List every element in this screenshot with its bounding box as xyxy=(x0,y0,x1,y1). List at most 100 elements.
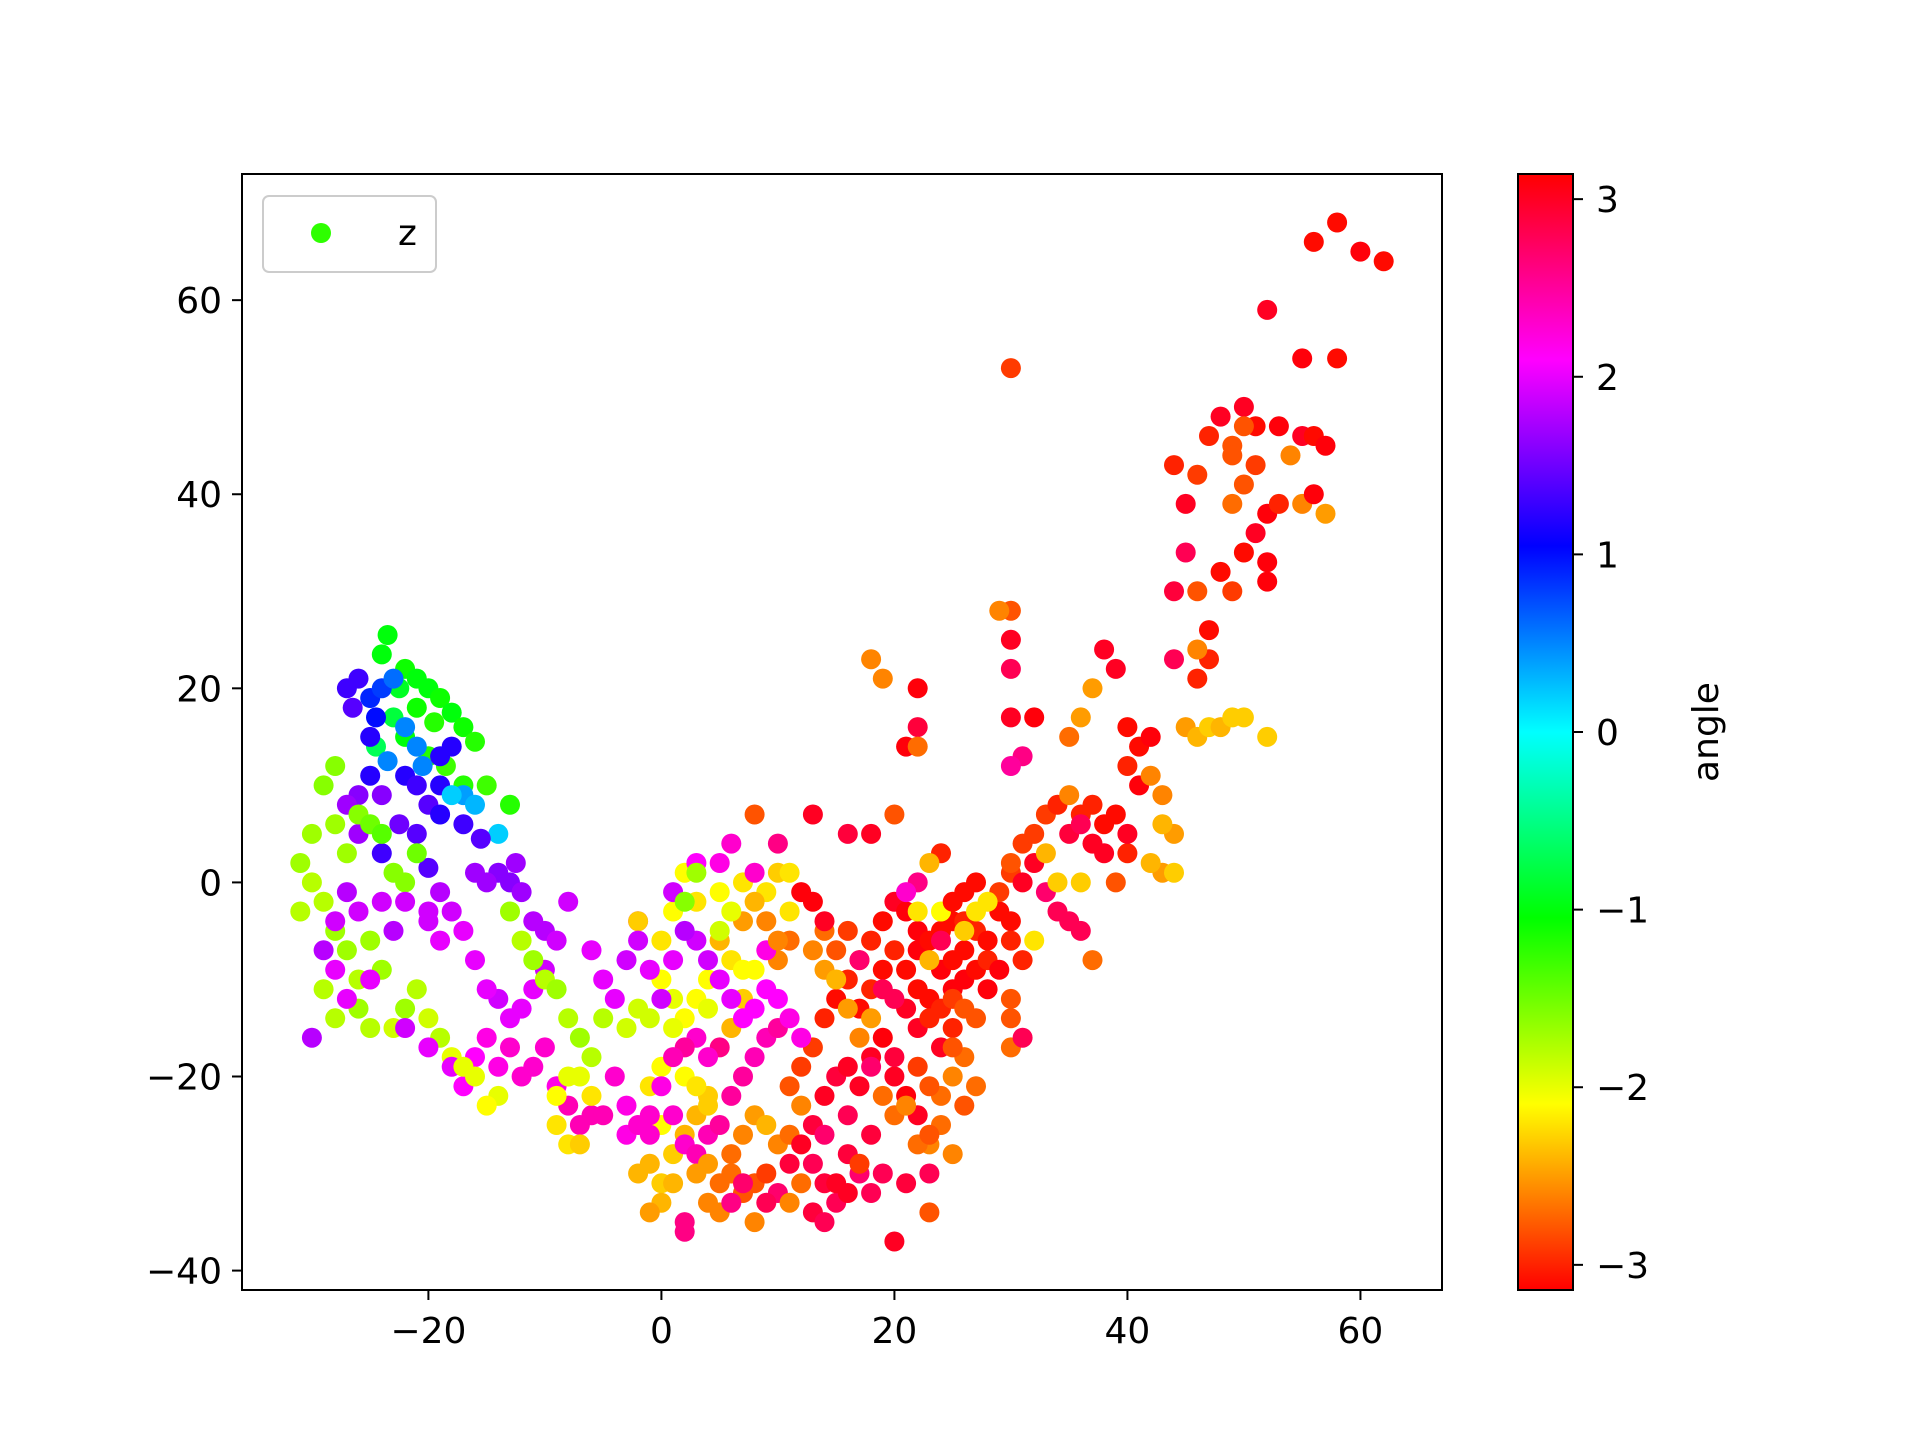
data-point xyxy=(1140,726,1161,747)
data-point xyxy=(301,872,322,893)
data-point xyxy=(907,678,928,699)
data-point xyxy=(325,756,346,776)
data-point xyxy=(581,1047,602,1068)
data-point xyxy=(336,678,357,699)
data-point xyxy=(441,785,462,806)
data-point xyxy=(686,862,707,883)
data-point xyxy=(465,862,485,883)
data-point xyxy=(1315,503,1336,524)
data-point xyxy=(733,1173,753,1194)
data-point xyxy=(907,736,928,757)
data-point xyxy=(371,843,392,864)
data-point xyxy=(686,1076,707,1097)
data-point xyxy=(1000,988,1021,1009)
data-point xyxy=(313,940,334,961)
data-point xyxy=(767,833,788,854)
data-point xyxy=(1187,581,1208,602)
data-point xyxy=(837,1105,858,1126)
data-point xyxy=(837,823,858,844)
data-point xyxy=(1164,455,1184,476)
data-point xyxy=(791,1173,812,1194)
data-point xyxy=(581,1085,602,1106)
data-point xyxy=(1257,726,1278,747)
data-point xyxy=(1233,396,1254,417)
x-axis-ticks: −20 0 20 40 60 xyxy=(390,1290,1383,1352)
data-point xyxy=(814,1008,835,1029)
data-point xyxy=(441,702,462,723)
data-point xyxy=(639,959,660,980)
data-point xyxy=(313,775,334,796)
data-point xyxy=(861,1124,882,1145)
data-point xyxy=(1152,814,1173,835)
data-point xyxy=(802,891,823,912)
data-point xyxy=(663,1105,684,1126)
data-point xyxy=(733,1124,753,1145)
data-point xyxy=(814,1085,835,1106)
data-point xyxy=(779,1192,800,1213)
data-point xyxy=(546,979,567,1000)
data-point xyxy=(505,853,526,873)
data-point xyxy=(1012,1027,1033,1048)
y-tick-label: 40 xyxy=(176,475,222,516)
data-point xyxy=(377,751,398,772)
data-point xyxy=(849,1027,870,1048)
data-point xyxy=(884,940,905,961)
data-point xyxy=(919,1163,940,1184)
data-point xyxy=(395,891,416,912)
data-point xyxy=(383,668,404,689)
data-point xyxy=(1000,756,1021,776)
data-point xyxy=(430,688,451,708)
data-point xyxy=(1117,717,1138,738)
data-point xyxy=(290,853,311,873)
data-point xyxy=(721,1192,742,1213)
data-point xyxy=(884,804,905,825)
data-point xyxy=(698,1153,718,1174)
data-point xyxy=(500,1037,520,1058)
data-point xyxy=(395,1018,416,1038)
data-point xyxy=(1012,872,1033,893)
data-point xyxy=(861,823,882,844)
data-point xyxy=(1024,823,1045,844)
data-point xyxy=(1199,426,1219,446)
data-point xyxy=(325,911,346,932)
data-point xyxy=(313,891,334,912)
data-point xyxy=(966,872,986,893)
legend-marker xyxy=(311,223,331,243)
data-point xyxy=(1175,542,1196,563)
data-point xyxy=(954,940,975,961)
data-point xyxy=(861,649,882,670)
data-point xyxy=(744,891,765,912)
data-point xyxy=(558,891,579,912)
data-point xyxy=(360,1018,381,1038)
data-point xyxy=(721,901,742,922)
data-point xyxy=(488,1056,509,1077)
data-point xyxy=(791,1027,812,1048)
data-point xyxy=(348,901,369,922)
data-point xyxy=(837,998,858,1019)
x-tick-label: 40 xyxy=(1105,1311,1151,1352)
data-point xyxy=(488,823,509,844)
data-point xyxy=(698,998,718,1019)
data-point xyxy=(593,1008,614,1029)
data-point xyxy=(1222,581,1243,602)
data-point xyxy=(721,1144,742,1165)
data-point xyxy=(1233,707,1254,728)
data-point xyxy=(546,930,567,951)
data-point xyxy=(931,930,951,951)
data-point xyxy=(1164,649,1184,670)
data-point xyxy=(569,1027,590,1048)
data-point xyxy=(802,1153,823,1174)
data-point xyxy=(465,794,485,815)
data-point xyxy=(1350,241,1371,262)
data-point xyxy=(395,717,416,738)
data-point xyxy=(1024,707,1045,728)
data-point xyxy=(593,1105,614,1126)
data-point xyxy=(360,726,381,747)
data-point xyxy=(837,1056,858,1077)
data-point xyxy=(1222,493,1243,514)
data-point xyxy=(360,765,381,786)
data-point xyxy=(814,1212,835,1233)
data-point xyxy=(1059,726,1080,747)
data-point xyxy=(395,872,416,893)
data-point xyxy=(453,814,474,835)
